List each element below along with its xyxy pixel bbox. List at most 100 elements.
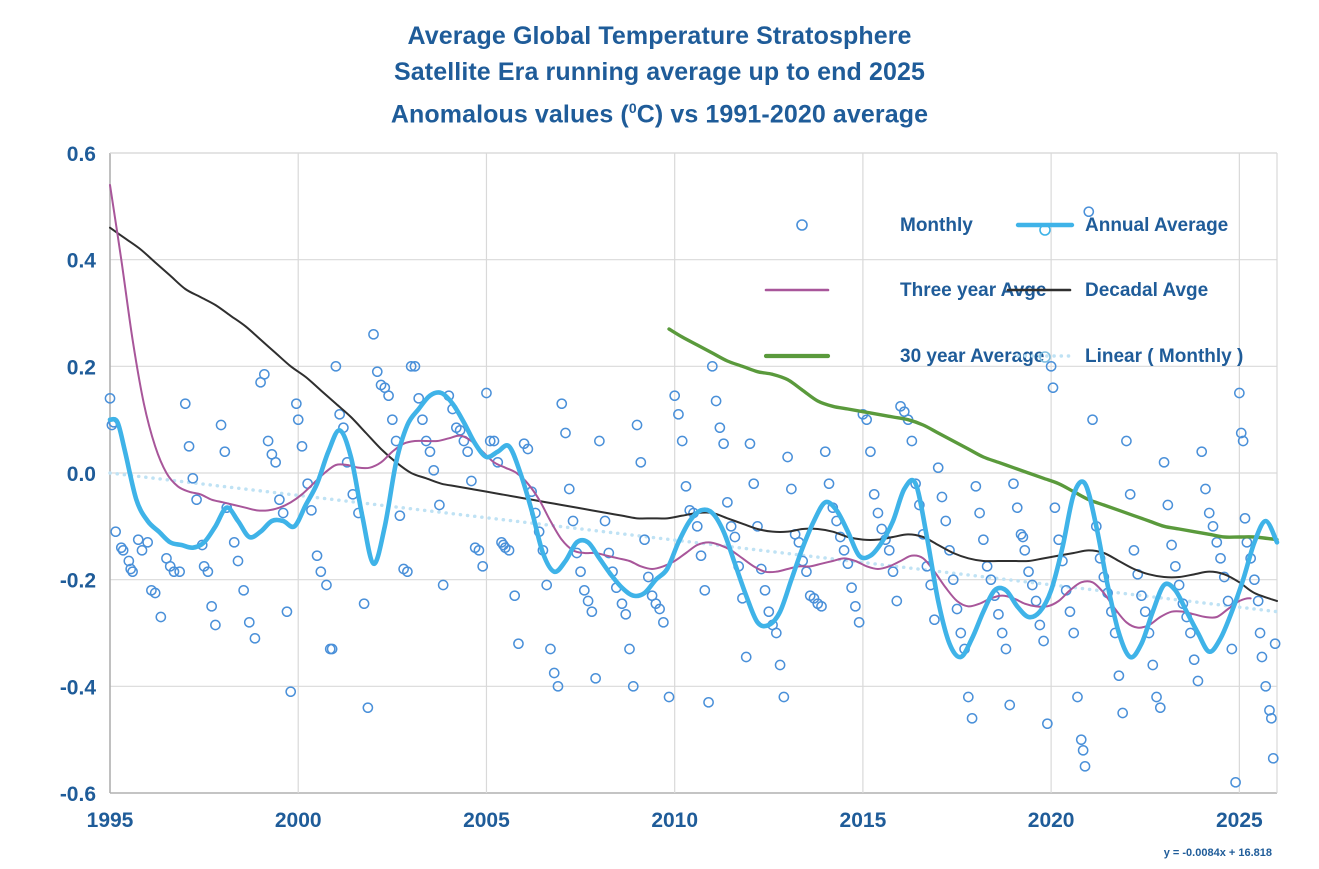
monthly-point: [1000, 643, 1012, 655]
monthly-point: [722, 496, 733, 508]
monthly-point: [868, 488, 880, 500]
legend-item-30-year-average[interactable]: 30 year Average: [763, 346, 1044, 367]
monthly-point: [981, 560, 993, 572]
legend-item-linear-monthly[interactable]: Linear ( Monthly ): [1016, 346, 1243, 367]
monthly-point: [940, 515, 952, 527]
monthly-point: [823, 478, 835, 490]
monthly-point: [513, 638, 524, 650]
monthly-point: [853, 616, 865, 628]
monthly-point: [232, 555, 244, 567]
monthly-point: [290, 398, 302, 410]
series-line-annual-average: [107, 390, 1280, 660]
monthly-point: [243, 616, 255, 628]
monthly-point: [639, 534, 650, 546]
monthly-point: [819, 446, 831, 458]
legend-item-three-year-avge[interactable]: Three year Avge: [764, 280, 1046, 301]
monthly-point: [206, 600, 217, 612]
monthly-point: [680, 480, 692, 492]
monthly-point: [1087, 414, 1098, 426]
monthly-point: [136, 544, 148, 556]
monthly-point: [850, 600, 861, 612]
monthly-point: [428, 464, 440, 476]
monthly-point: [228, 536, 240, 548]
monthly-point: [929, 614, 940, 626]
monthly-point: [846, 582, 857, 594]
series-line-decadal-avge: [109, 226, 1278, 602]
monthly-point: [778, 691, 790, 703]
monthly-point: [424, 446, 436, 458]
monthly-point: [394, 510, 406, 522]
monthly-point: [865, 446, 876, 458]
legend-item-monthly[interactable]: Monthly: [796, 215, 973, 236]
monthly-point: [1083, 206, 1095, 218]
monthly-point: [262, 435, 274, 447]
monthly-point: [434, 499, 445, 511]
monthly-point: [417, 414, 428, 426]
chart-legend: Monthly Annual Average Three year Avge Deca…: [763, 215, 1243, 367]
monthly-point: [334, 408, 345, 420]
monthly-point: [1042, 718, 1053, 730]
monthly-point: [944, 544, 955, 556]
x-tick-label: 2000: [275, 809, 322, 832]
monthly-point: [932, 462, 944, 474]
monthly-point: [838, 544, 850, 556]
monthly-point: [1117, 707, 1129, 719]
monthly-point: [567, 515, 579, 527]
monthly-point: [518, 438, 530, 450]
monthly-point: [582, 595, 594, 607]
monthly-point: [872, 507, 884, 519]
monthly-point: [477, 560, 489, 572]
y-tick-label: 0.0: [67, 463, 96, 486]
monthly-point: [1226, 643, 1238, 655]
monthly-point: [311, 550, 323, 562]
monthly-point: [174, 566, 185, 578]
monthly-point: [1237, 435, 1249, 447]
monthly-point: [729, 531, 741, 543]
monthly-point: [691, 520, 703, 532]
monthly-point: [115, 542, 127, 554]
monthly-point: [763, 606, 775, 618]
monthly-point: [1034, 619, 1046, 631]
monthly-point: [1008, 478, 1019, 490]
legend-circle-icon: [796, 219, 808, 231]
monthly-point: [962, 691, 974, 703]
monthly-point: [676, 435, 688, 447]
trend-equation-label: y = -0.0084x + 16.818: [1164, 847, 1272, 859]
y-tick-label: 0.4: [67, 250, 97, 273]
monthly-point: [104, 392, 116, 404]
monthly-point: [371, 366, 383, 378]
monthly-point: [857, 408, 869, 420]
monthly-scatter-points: [104, 206, 1281, 788]
monthly-point: [1162, 499, 1174, 511]
monthly-point: [358, 598, 370, 610]
monthly-point: [1254, 627, 1266, 639]
monthly-point: [1124, 488, 1136, 500]
monthly-point: [1252, 595, 1264, 607]
monthly-point: [594, 435, 605, 447]
monthly-point: [1147, 659, 1159, 671]
monthly-point: [1113, 670, 1125, 682]
monthly-point: [219, 446, 231, 458]
monthly-point: [405, 360, 417, 372]
monthly-point: [117, 544, 129, 556]
monthly-point: [321, 579, 332, 591]
monthly-point: [620, 608, 632, 620]
legend-label: Decadal Avge: [1085, 280, 1208, 301]
monthly-point: [198, 560, 210, 572]
legend-item-annual-average[interactable]: Annual Average: [1015, 215, 1228, 236]
monthly-point: [1211, 536, 1223, 548]
monthly-point: [1158, 456, 1170, 468]
monthly-point: [1154, 702, 1166, 714]
grid-layer: [109, 152, 1278, 794]
monthly-point: [955, 627, 967, 639]
monthly-point: [270, 456, 281, 468]
legend-item-decadal-avge[interactable]: Decadal Avge: [1006, 280, 1208, 301]
y-tick-label: -0.4: [60, 676, 97, 699]
monthly-point: [368, 328, 379, 340]
monthly-point: [496, 536, 507, 548]
monthly-point: [362, 702, 374, 714]
monthly-point: [110, 526, 121, 538]
monthly-point: [1004, 699, 1016, 711]
monthly-point: [1200, 483, 1211, 495]
monthly-point: [1215, 552, 1226, 564]
